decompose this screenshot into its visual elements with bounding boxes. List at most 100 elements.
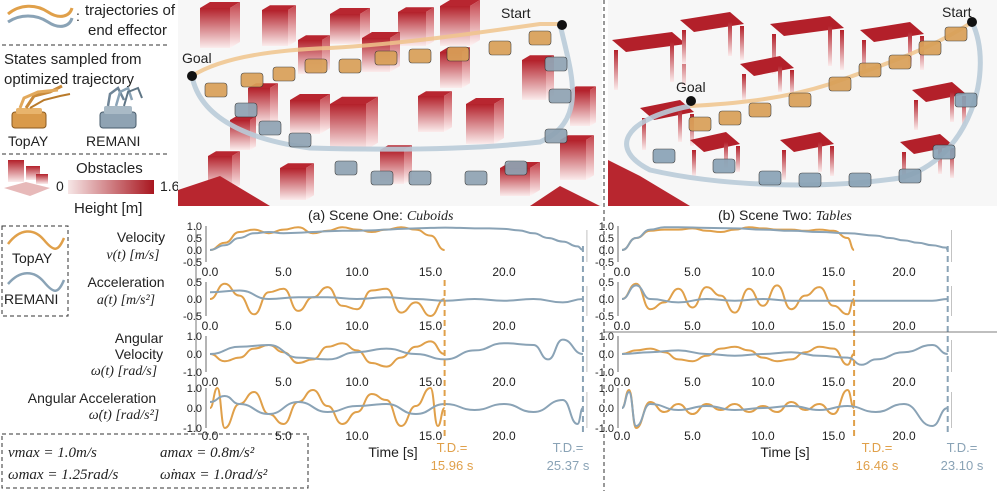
topay-robot-state <box>918 40 942 56</box>
series-legend: TopAY REMANI <box>1 225 69 317</box>
remani-robot-state <box>548 88 572 104</box>
obstacle-side <box>586 135 594 180</box>
obstacle-top <box>298 35 330 40</box>
remani-robot-state <box>758 170 782 186</box>
obstacles-label: Obstacles <box>76 160 143 177</box>
remani-robot-state <box>898 168 922 184</box>
start-marker <box>967 17 977 27</box>
x-tick-label: 5.0 <box>275 429 292 443</box>
acceleration-label: Acceleration <box>87 274 164 290</box>
table-top <box>770 16 844 36</box>
angular-acceleration-unit: ω̇(t) [rad/s²] <box>89 408 159 423</box>
goal-marker <box>187 71 197 81</box>
td-one-topay: 15.96 s <box>431 458 474 473</box>
y-tick-label: -1.0 <box>595 423 614 435</box>
y-tick-label: 0.5 <box>187 233 202 245</box>
x-tick-label: 5.0 <box>684 375 701 389</box>
table-leg <box>830 146 834 176</box>
x-tick-label: 20.0 <box>892 319 916 333</box>
y-tick-label: 0.5 <box>599 233 614 245</box>
angular-velocity-label-2: Velocity <box>115 346 163 362</box>
x-tick-label: 0.0 <box>202 429 219 443</box>
obstacle-top <box>280 163 314 168</box>
obstacle-block <box>262 10 288 46</box>
y-tick-label: 1.0 <box>599 383 614 395</box>
x-tick-label: 5.0 <box>684 319 701 333</box>
remani-robot-state <box>258 120 282 136</box>
angular-velocity-unit: ω(t) [rad/s] <box>91 364 157 379</box>
table-leg <box>670 42 674 82</box>
remani-robot-state <box>334 160 358 176</box>
remani-line-sample <box>7 14 74 28</box>
height-min: 0 <box>56 178 64 194</box>
obstacle-top <box>362 32 400 38</box>
topay-robot-state <box>408 48 432 64</box>
x-tick-label: 15.0 <box>822 319 846 333</box>
topay-robot-state <box>240 72 264 88</box>
obstacle-side <box>366 96 378 150</box>
topay-robot-state <box>788 92 812 108</box>
subplot-velocity: 1.00.50.0-0.50.0 5.0 10.0 15.0 20.0 <box>183 221 588 279</box>
topay-robot-state <box>338 58 362 74</box>
height-colorbar <box>68 180 154 194</box>
y-tick-label: 1.0 <box>599 331 614 343</box>
obstacle-block <box>280 168 306 200</box>
table-leg <box>682 30 686 64</box>
table-leg <box>962 96 966 126</box>
y-tick-label: -0.5 <box>183 257 202 269</box>
x-tick-label: 15.0 <box>822 429 846 443</box>
table-top <box>900 134 954 154</box>
topay-line-sample <box>7 4 74 18</box>
table-top <box>860 22 924 42</box>
table-leg <box>950 148 954 178</box>
obstacle-block <box>290 100 320 134</box>
table-leg <box>908 32 912 66</box>
x-tick-label: 5.0 <box>275 265 292 279</box>
remani-series-line <box>209 338 584 361</box>
start-label: Start <box>501 5 531 21</box>
x-tick-label: 15.0 <box>822 375 846 389</box>
obstacle-side <box>230 2 240 48</box>
topay-legend-label: TopAY <box>12 250 53 266</box>
obstacle-side <box>470 0 480 46</box>
remani-series-line <box>209 289 583 304</box>
obstacle-top <box>466 98 504 104</box>
table-leg <box>736 146 740 172</box>
x-tick-label: 20.0 <box>892 429 916 443</box>
scene-one-caption-italic: Cuboids <box>407 209 454 224</box>
subplot-accel: 0.50.0-0.50.0 5.0 10.0 15.0 20.0 <box>595 277 953 333</box>
x-tick-label: 10.0 <box>345 375 369 389</box>
scene-one-caption-text: (a) Scene One: <box>308 207 407 223</box>
y-tick-label: 0.0 <box>599 294 614 306</box>
remani-robot-state <box>954 92 978 108</box>
y-tick-label: 0.5 <box>187 277 202 289</box>
table-leg <box>682 46 686 86</box>
obstacle-block <box>200 8 230 48</box>
y-tick-label: 1.0 <box>187 383 202 395</box>
table-leg <box>642 118 646 150</box>
topay-robot-icon <box>11 84 71 129</box>
obstacle-side <box>270 83 278 126</box>
remani-robot-state <box>544 128 568 144</box>
obstacle-side <box>444 91 452 132</box>
x-axis-label: Time [s] <box>368 444 417 460</box>
remani-robot-state <box>932 144 956 160</box>
table-leg <box>828 26 832 66</box>
legend-panel: : trajectories of end effector States sa… <box>2 2 180 217</box>
y-tick-label: 0.0 <box>187 294 202 306</box>
angular-velocity-label-1: Angular <box>115 330 164 346</box>
x-tick-label: 20.0 <box>492 429 516 443</box>
obstacle-block <box>570 90 590 126</box>
topay-robot-state <box>272 66 296 82</box>
obstacle-top <box>440 0 480 6</box>
table-leg <box>862 40 866 74</box>
topay-legend-line <box>7 230 66 250</box>
x-tick-label: 10.0 <box>751 429 775 443</box>
x-tick-label: 10.0 <box>345 429 369 443</box>
obstacle-side <box>232 151 240 190</box>
td-prefix: T.D.= <box>553 440 584 455</box>
topay-robot-state <box>748 102 772 118</box>
remani-series-line <box>621 390 948 428</box>
x-tick-label: 15.0 <box>822 265 846 279</box>
remani-trajectory <box>189 23 575 152</box>
